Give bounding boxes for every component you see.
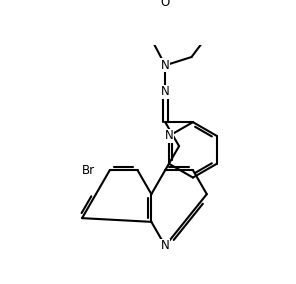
Text: O: O [161, 0, 170, 9]
Text: N: N [161, 239, 170, 252]
Text: N: N [161, 59, 170, 72]
Text: Br: Br [81, 164, 95, 177]
Text: N: N [161, 85, 170, 98]
Text: N: N [165, 130, 173, 143]
